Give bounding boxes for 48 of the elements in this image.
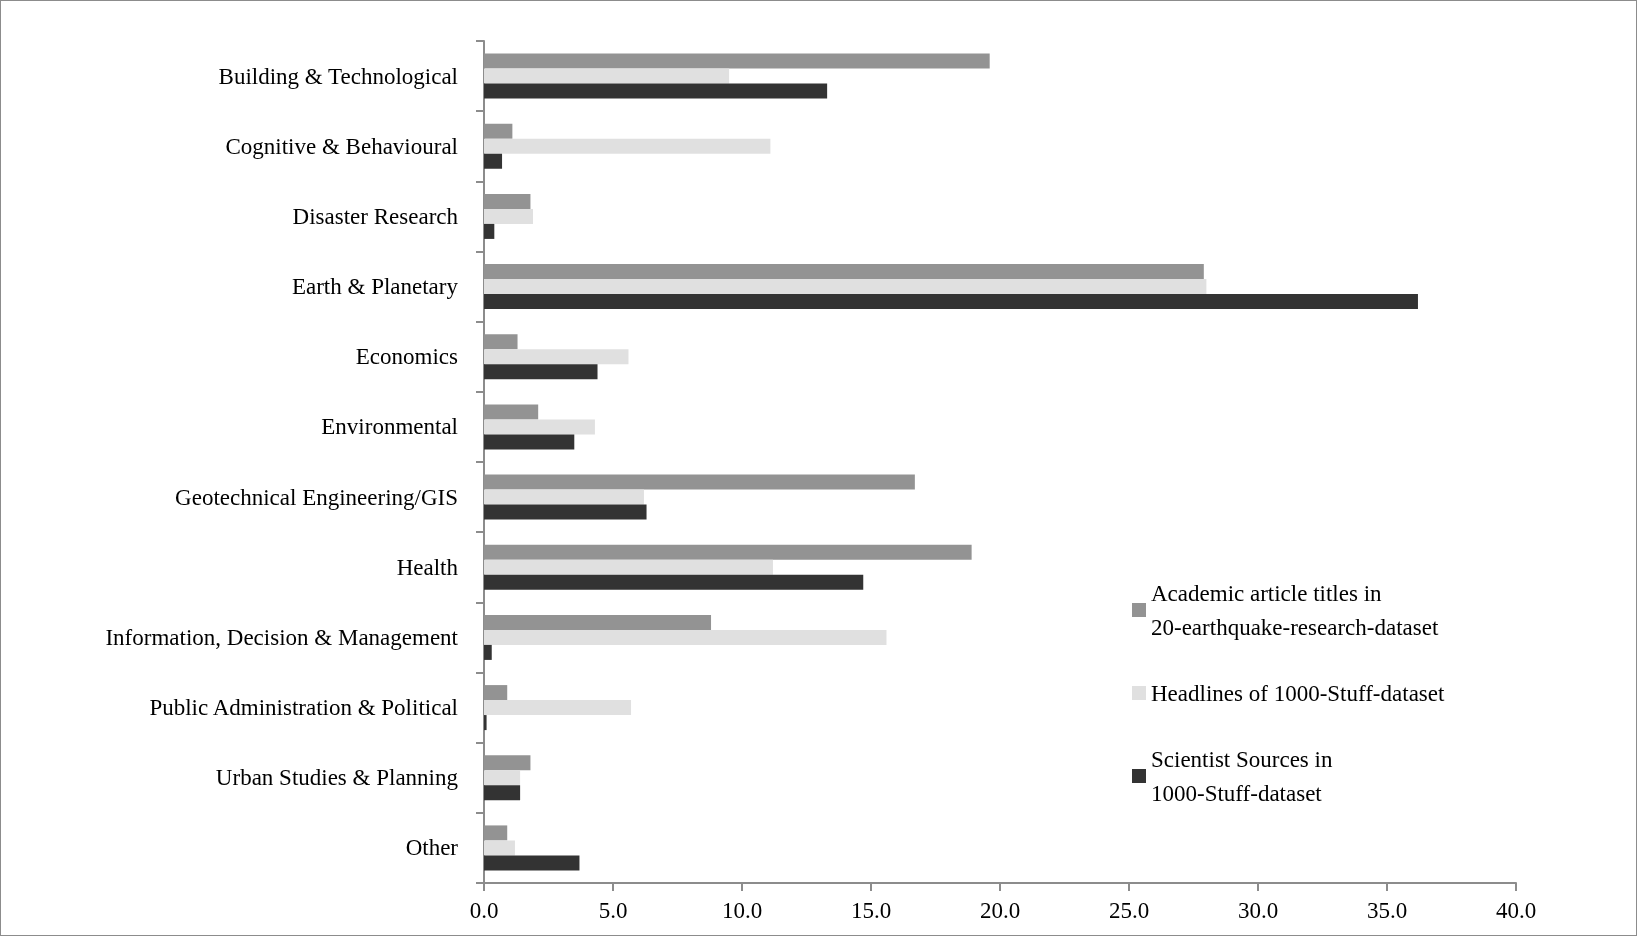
bar xyxy=(484,770,521,786)
bar xyxy=(484,138,771,154)
y-tick-label: Other xyxy=(405,835,459,861)
y-tick-label: Geotechnical Engineering/GIS xyxy=(175,484,458,510)
x-tick-label: 20.0 xyxy=(979,898,1021,923)
bar xyxy=(484,840,515,856)
bar xyxy=(484,785,521,801)
bar xyxy=(484,434,575,450)
x-tick-label: 25.0 xyxy=(1108,898,1150,923)
legend-label: Academic article titles in 20-earthquake-research-dataset xyxy=(1151,580,1439,640)
x-tick-label: 30.0 xyxy=(1237,898,1279,923)
y-tick-label: Environmental xyxy=(321,414,458,440)
bar xyxy=(484,349,629,365)
bar xyxy=(484,279,1207,295)
bar xyxy=(484,504,647,520)
bar xyxy=(484,644,492,660)
bar xyxy=(484,364,598,380)
y-tick-label: Cognitive & Behavioural xyxy=(225,133,458,159)
y-tick-label: Economics xyxy=(355,344,459,370)
legend-label: Scientist Sources in 1000-Stuff-dataset xyxy=(1151,746,1339,806)
bar xyxy=(484,68,730,84)
y-tick-label: Disaster Research xyxy=(292,203,459,229)
bar xyxy=(484,153,503,169)
bar xyxy=(484,294,1418,310)
y-tick-label: Building & Technological xyxy=(218,63,458,89)
bar xyxy=(484,223,495,239)
y-tick-label: Public Administration & Political xyxy=(149,695,458,721)
bar xyxy=(484,83,828,99)
x-tick-label: 5.0 xyxy=(598,898,628,923)
bar xyxy=(484,700,632,716)
bar xyxy=(484,715,487,731)
y-tick-label: Urban Studies & Planning xyxy=(215,765,459,791)
bar xyxy=(484,208,534,224)
bar xyxy=(484,629,887,645)
bar xyxy=(484,419,595,435)
y-tick-label: Information, Decision & Management xyxy=(105,624,459,650)
x-tick-label: 15.0 xyxy=(850,898,892,923)
x-tick-label: 10.0 xyxy=(721,898,763,923)
bar xyxy=(484,855,580,871)
x-tick-label: 35.0 xyxy=(1366,898,1408,923)
bar xyxy=(484,559,773,575)
legend-label: Headlines of 1000-Stuff-dataset xyxy=(1151,680,1445,706)
x-tick-label: 40.0 xyxy=(1495,898,1537,923)
bar xyxy=(484,574,864,590)
x-tick-label: 0.0 xyxy=(469,898,499,923)
y-tick-label: Health xyxy=(396,554,459,580)
bar xyxy=(484,489,644,505)
y-tick-label: Earth & Planetary xyxy=(291,274,459,300)
